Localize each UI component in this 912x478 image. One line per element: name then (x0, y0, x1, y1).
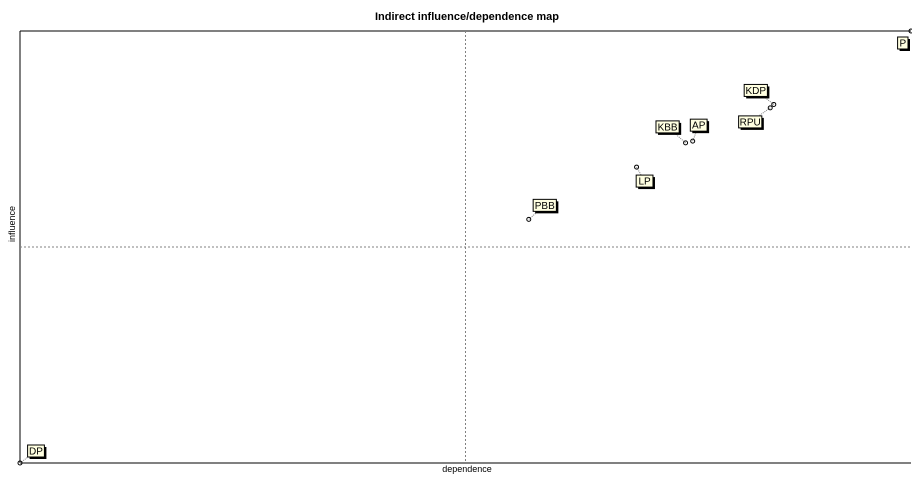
point-label-dp: DP (29, 447, 43, 458)
x-axis-label: dependence (442, 464, 492, 474)
data-point-rpu (767, 105, 773, 111)
data-point-p (908, 28, 912, 34)
data-point-kdp (771, 101, 777, 107)
label-box-ap (689, 118, 708, 132)
data-point-pbb (526, 216, 532, 222)
label-box-lp (635, 174, 654, 188)
point-label-lp: LP (638, 177, 651, 188)
leader-line-lp (636, 166, 646, 182)
plot-area: P KDP RPU KBB AP LP PBB DP (17, 28, 912, 466)
label-box-pbb (532, 198, 557, 212)
point-label-ap: AP (692, 121, 706, 132)
data-point-kbb (683, 140, 689, 146)
point-label-kdp: KDP (746, 86, 767, 97)
label-box-dp (27, 444, 45, 458)
point-label-p: P (899, 39, 906, 50)
chart-title: Indirect influence/dependence map (375, 11, 559, 23)
point-label-pbb: PBB (535, 201, 555, 212)
y-axis-label: influence (7, 206, 17, 242)
data-point-ap (690, 138, 696, 144)
point-label-kbb: KBB (658, 122, 678, 133)
data-point-lp (634, 164, 640, 170)
label-box-rpu (738, 115, 763, 129)
label-box-p (897, 36, 909, 50)
label-box-kbb (655, 120, 680, 134)
label-box-kdp (743, 83, 768, 97)
point-label-rpu: RPU (740, 117, 761, 128)
data-point-dp (17, 460, 23, 466)
